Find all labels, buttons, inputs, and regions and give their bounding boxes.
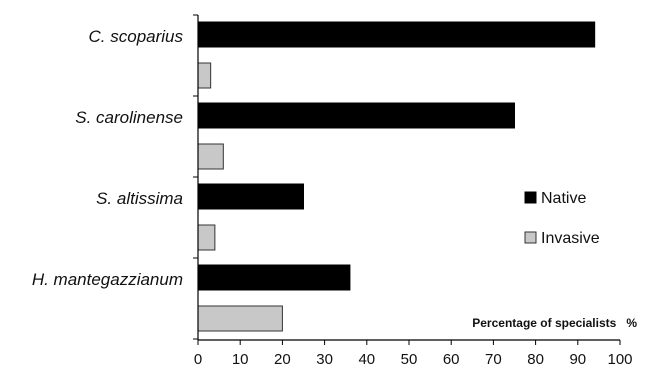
- x-tick-label: 50: [401, 351, 418, 368]
- category-labels: C. scoparius S. carolinense S. altissima…: [32, 27, 184, 289]
- x-tick-label: 100: [607, 351, 632, 368]
- x-tick-label: 30: [316, 351, 333, 368]
- category-label: H. mantegazzianum: [32, 270, 183, 289]
- axes: [193, 14, 620, 341]
- x-axis-title: Percentage of specialists %: [472, 316, 637, 330]
- x-tick-label: 0: [194, 351, 202, 368]
- legend-label-invasive: Invasive: [541, 230, 600, 247]
- category-label: C. scoparius: [89, 27, 184, 46]
- bar-native: [197, 183, 304, 210]
- x-tick-label: 20: [274, 351, 291, 368]
- bar-invasive: [197, 305, 283, 332]
- bar-invasive: [197, 62, 212, 89]
- x-tick-label: 80: [527, 351, 544, 368]
- x-tick-label: 90: [569, 351, 586, 368]
- x-tick-label: 70: [485, 351, 502, 368]
- x-tick-label: 40: [358, 351, 375, 368]
- legend: Native Invasive: [524, 190, 600, 247]
- category-label: S. altissima: [96, 189, 183, 208]
- bar-native: [197, 21, 596, 48]
- x-tick-label: 60: [443, 351, 460, 368]
- bar-invasive: [197, 143, 224, 170]
- bar-native: [197, 102, 515, 129]
- bar-native: [197, 264, 351, 291]
- category-label: S. carolinense: [75, 108, 183, 127]
- legend-swatch-native: [524, 191, 537, 204]
- bars-group: [197, 21, 596, 332]
- legend-label-native: Native: [541, 190, 586, 207]
- legend-swatch-invasive: [524, 231, 537, 244]
- x-ticks: 0 10 20 30 40 50 60 70 80 90 100: [194, 340, 633, 368]
- x-tick-label: 10: [232, 351, 249, 368]
- bar-invasive: [197, 224, 216, 251]
